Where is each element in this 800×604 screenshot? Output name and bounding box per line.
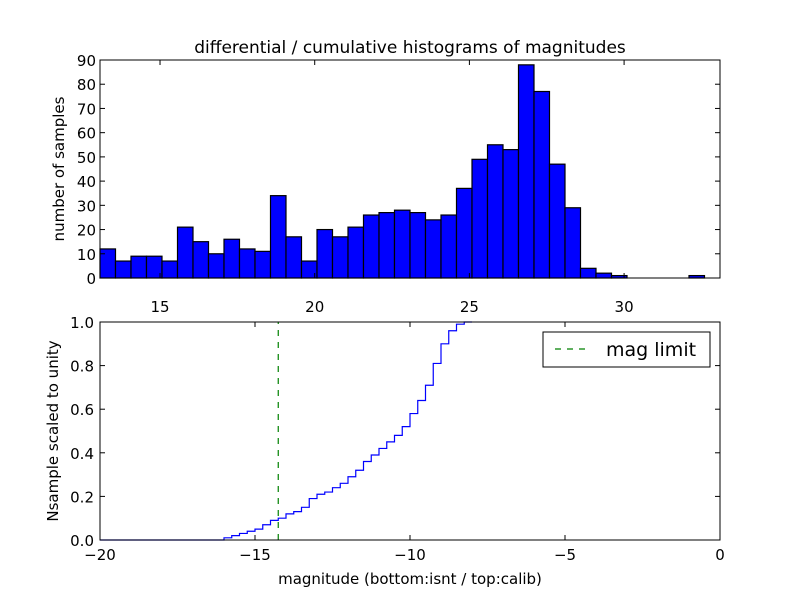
- bottom-y-label: Nsample scaled to unity: [44, 340, 62, 521]
- histogram-bar: [161, 260, 179, 279]
- cumulative-plot: [100, 321, 472, 541]
- histogram-bar: [362, 214, 380, 279]
- histogram-bar: [440, 214, 458, 279]
- histogram-bar: [424, 219, 442, 279]
- y-tick-label: 1.0: [70, 314, 94, 332]
- y-tick-label: 10: [77, 246, 96, 264]
- histogram-bar: [533, 90, 551, 279]
- x-tick-label: −15: [239, 546, 271, 564]
- bottom-x-label: magnitude (bottom:isnt / top:calib): [278, 570, 542, 588]
- histogram-bar: [455, 187, 473, 279]
- y-tick-label: 40: [77, 173, 96, 191]
- y-tick-label: 30: [77, 197, 96, 215]
- legend-label-mag-limit: mag limit: [606, 339, 696, 361]
- x-tick-label: 25: [460, 298, 479, 316]
- histogram-bar: [548, 163, 566, 279]
- top-axes-ticks: 15 20 25 30 0 10 20 30 40 50 60 70 80 90: [77, 52, 720, 316]
- y-tick-label: 0.2: [70, 488, 94, 506]
- histogram-bar: [114, 260, 132, 279]
- histogram-bar: [316, 228, 334, 279]
- histogram-bar: [285, 236, 303, 279]
- histogram-bar: [409, 212, 427, 279]
- histogram-bar: [130, 255, 148, 279]
- histogram-bar: [486, 144, 504, 279]
- histogram-bar: [595, 272, 613, 279]
- histogram-bar: [207, 253, 225, 279]
- bottom-axes-ticks: −20 −15 −10 −5 0 0.0 0.2 0.4 0.6 0.8 1.0: [70, 314, 725, 564]
- y-tick-label: 0.4: [70, 445, 94, 463]
- x-tick-label: −20: [84, 546, 116, 564]
- histogram-bar: [223, 238, 241, 279]
- histogram-bar: [192, 241, 210, 279]
- chart-title: differential / cumulative histograms of …: [194, 38, 626, 58]
- y-tick-label: 50: [77, 149, 96, 167]
- histogram-bar: [331, 236, 349, 279]
- histogram-bar: [564, 207, 582, 279]
- cumulative-line: [100, 321, 472, 541]
- y-tick-label: 90: [77, 52, 96, 70]
- y-tick-label: 80: [77, 76, 96, 94]
- y-tick-label: 0.8: [70, 358, 94, 376]
- histogram-bar: [378, 212, 396, 279]
- x-tick-label: −5: [554, 546, 576, 564]
- x-tick-label: 0: [715, 546, 725, 564]
- histogram-bar: [176, 226, 194, 279]
- histogram-bar: [502, 149, 520, 279]
- histogram-bar: [579, 267, 597, 279]
- y-tick-label: 20: [77, 222, 96, 240]
- top-y-label: number of samples: [50, 96, 68, 241]
- x-tick-label: 15: [150, 298, 169, 316]
- histogram-bars: [99, 64, 706, 279]
- histogram-bar: [347, 226, 365, 279]
- y-tick-label: 70: [77, 100, 96, 118]
- histogram-bar: [269, 195, 287, 279]
- x-tick-label: 20: [305, 298, 324, 316]
- legend: mag limit: [542, 331, 711, 368]
- x-tick-label: −10: [394, 546, 426, 564]
- histogram-bar: [517, 64, 535, 279]
- histogram-bar: [471, 158, 489, 279]
- y-tick-label: 60: [77, 125, 96, 143]
- histogram-bar: [393, 209, 411, 279]
- y-tick-label: 0: [86, 270, 96, 288]
- histogram-bar: [238, 248, 256, 279]
- y-tick-label: 0.0: [70, 532, 94, 550]
- histogram-bar: [254, 250, 272, 279]
- y-tick-label: 0.6: [70, 401, 94, 419]
- x-tick-label: 30: [615, 298, 634, 316]
- top-axes-frame: [99, 59, 721, 279]
